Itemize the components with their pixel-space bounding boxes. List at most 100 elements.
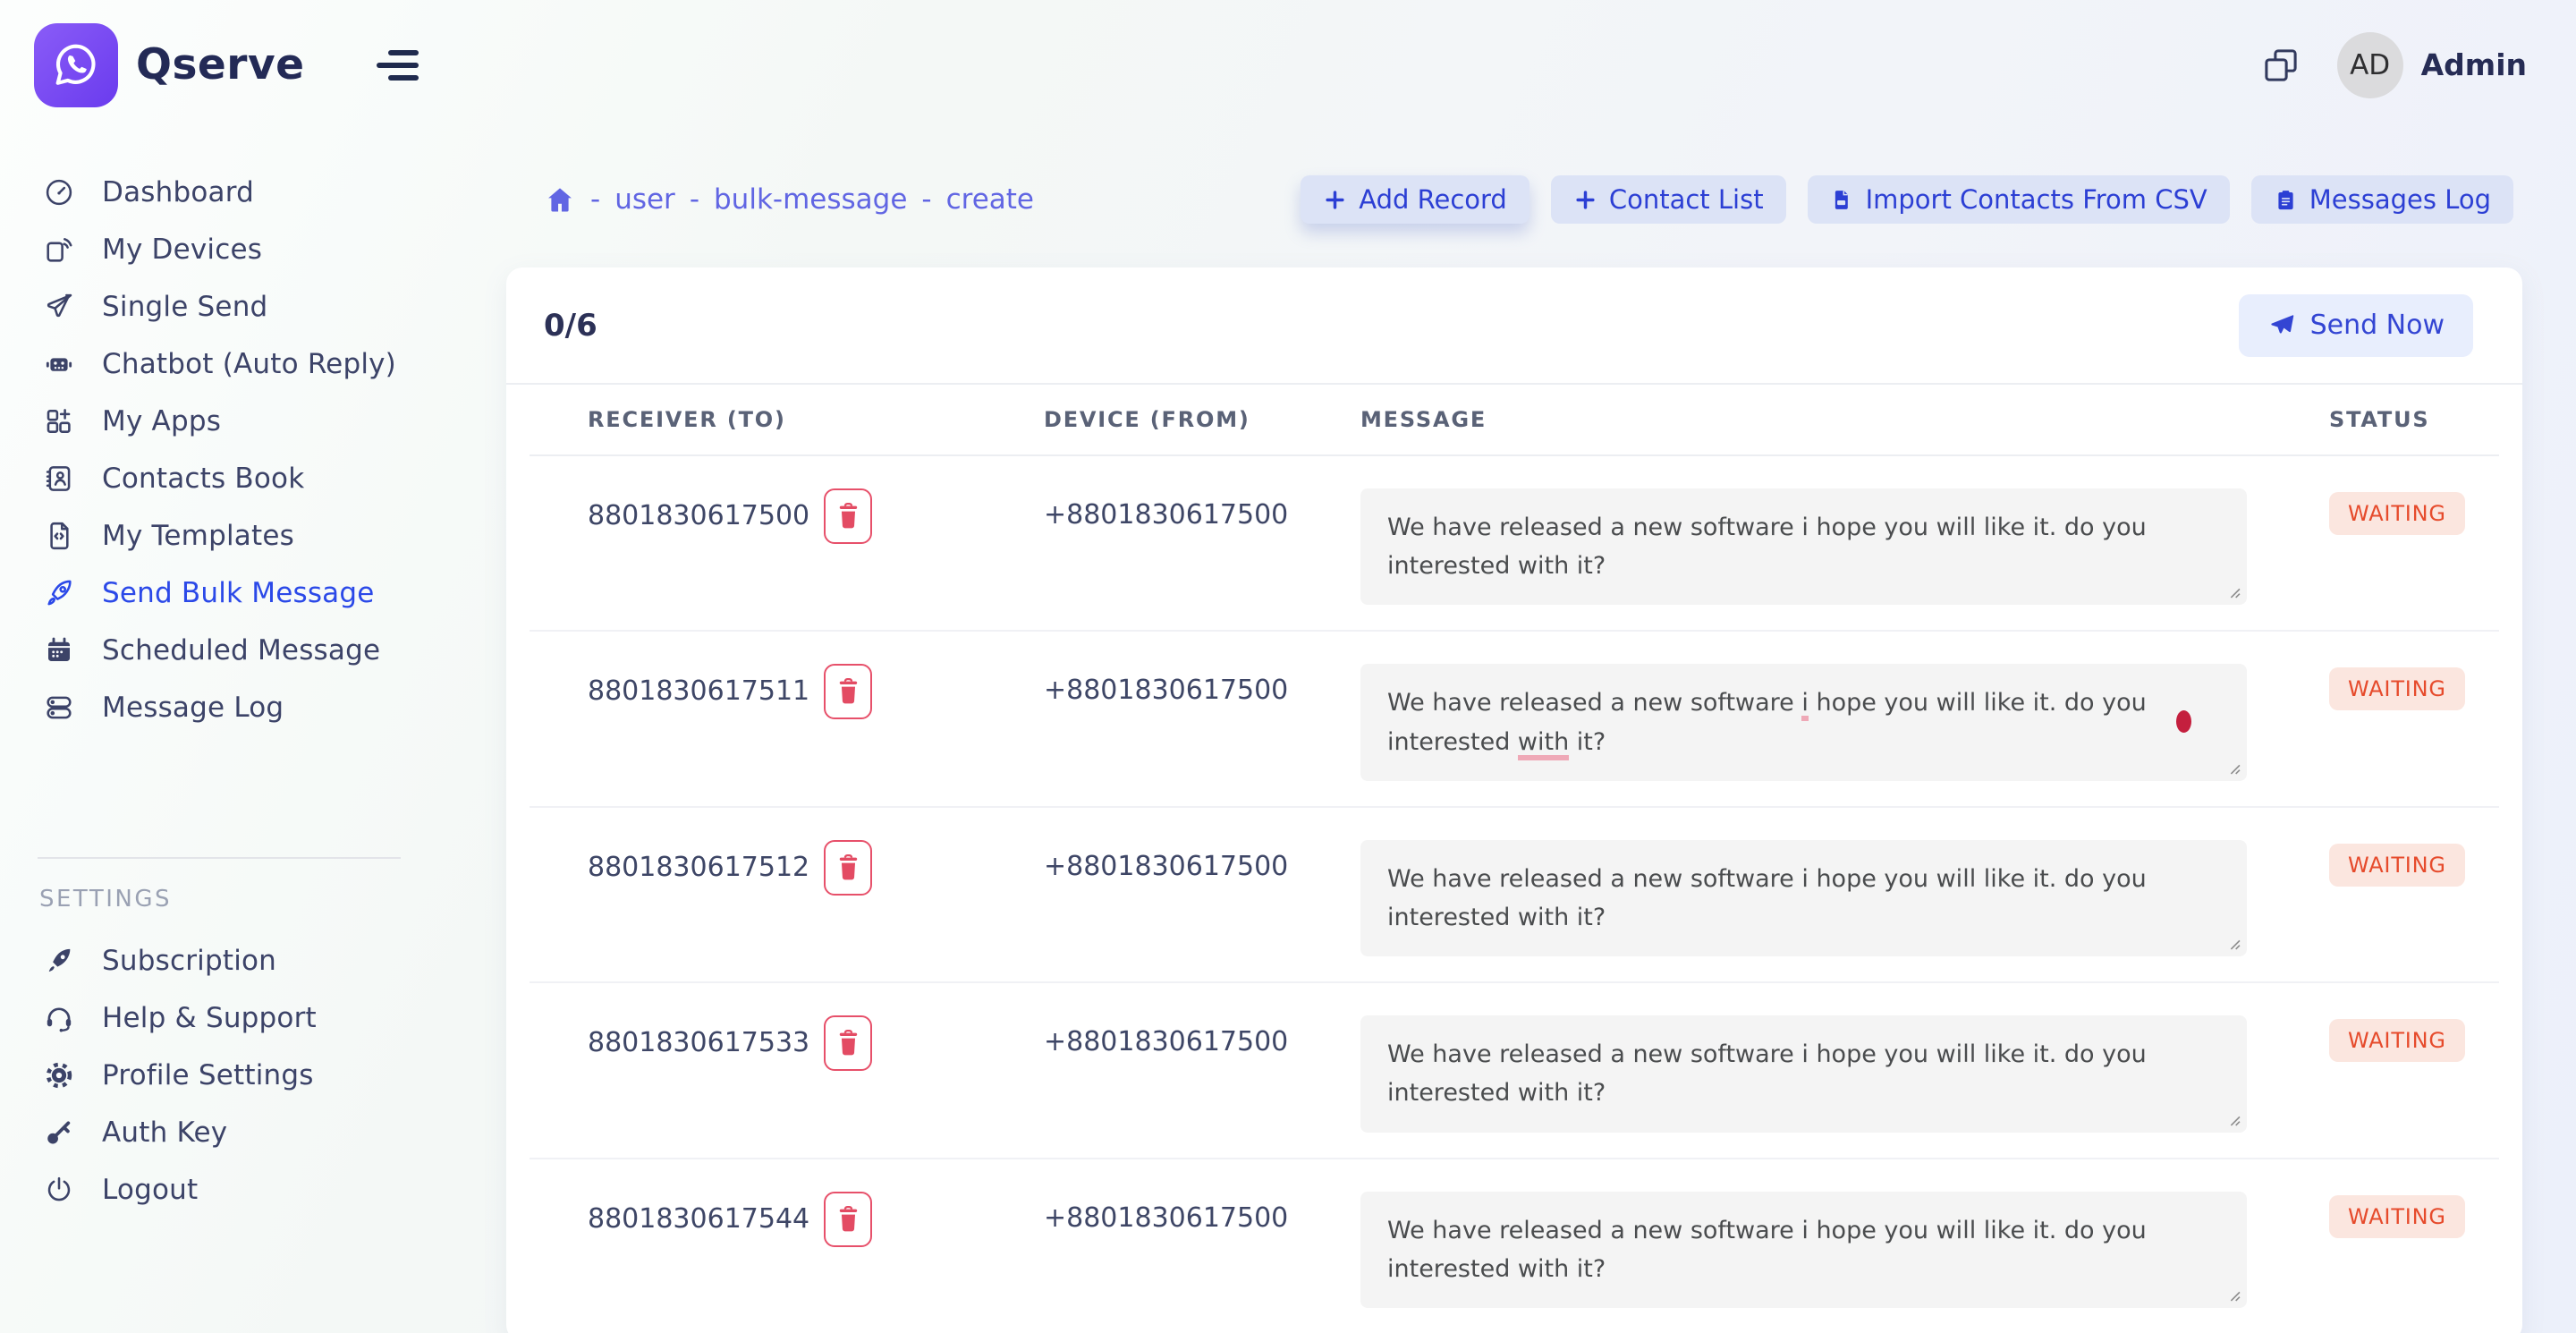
message-text: We have released a new software i hope y… (1387, 1040, 2147, 1108)
status-badge: WAITING (2329, 1194, 2465, 1238)
breadcrumb-link-create[interactable]: create (945, 183, 1034, 216)
message-textarea[interactable]: We have released a new software i hope y… (1360, 1015, 2247, 1133)
main-header: - user - bulk-message - create Add Record Con… (506, 174, 2522, 225)
send-plane-icon (2270, 314, 2293, 334)
receiver-number: 8801830617511 (588, 675, 810, 708)
table-row: 8801830617512 +8801830617500 We have rel… (530, 808, 2499, 984)
table-row: 8801830617511 +8801830617500 We have rel… (530, 632, 2499, 808)
brand: Qserve (0, 22, 438, 107)
action-buttons: Add Record Contact List Import Contacts … (1301, 175, 2513, 224)
table-row: 8801830617533 +8801830617500 We have rel… (530, 983, 2499, 1159)
overlap-squares-icon[interactable] (2260, 45, 2301, 86)
sidebar-item-single-send[interactable]: Single Send (0, 278, 438, 335)
resize-handle-icon[interactable] (2225, 1286, 2241, 1302)
receiver-number: 8801830617500 (588, 500, 810, 531)
receiver-cell: 8801830617533 (588, 1015, 1044, 1132)
body-row: Dashboard My Devices Single Send Chatbot… (0, 130, 2576, 1333)
sidebar-item-send-bulk-message[interactable]: Send Bulk Message (0, 565, 438, 622)
sidebar-divider (38, 857, 401, 859)
message-textarea[interactable]: We have released a new software i hope y… (1360, 488, 2247, 606)
delete-record-button[interactable] (824, 1015, 873, 1072)
home-icon[interactable] (544, 183, 576, 216)
table-body: 8801830617500 +8801830617500 We have rel… (530, 456, 2499, 1333)
message-textarea[interactable]: We have released a new software i hope y… (1360, 1191, 2247, 1308)
resize-handle-icon[interactable] (2225, 1111, 2241, 1126)
sidebar-item-profile-settings[interactable]: Profile Settings (0, 1047, 438, 1104)
message-textarea[interactable]: We have released a new software i hope y… (1360, 664, 2247, 781)
status-badge: WAITING (2329, 1019, 2465, 1063)
menu-toggle-button[interactable] (368, 41, 428, 89)
app-title: Qserve (136, 40, 305, 89)
contacts-icon (43, 463, 75, 495)
sidebar-nav: Dashboard My Devices Single Send Chatbot… (0, 164, 438, 736)
sidebar-item-dashboard[interactable]: Dashboard (0, 164, 438, 221)
sidebar-item-help-support[interactable]: Help & Support (0, 989, 438, 1047)
whatsapp-logo-icon (34, 22, 118, 107)
robot-icon (43, 348, 75, 380)
sidebar-item-subscription[interactable]: Subscription (0, 932, 438, 989)
sidebar-item-my-devices[interactable]: My Devices (0, 221, 438, 278)
message-cell: We have released a new software i hope y… (1360, 488, 2329, 606)
status-badge: WAITING (2329, 843, 2465, 887)
trash-icon (839, 503, 858, 529)
delete-record-button[interactable] (824, 488, 873, 544)
col-device: DEVICE (FROM) (1044, 407, 1250, 432)
trash-icon (839, 678, 858, 704)
receiver-number: 8801830617544 (588, 1202, 810, 1235)
col-receiver: RECEIVER (TO) (588, 407, 786, 432)
status-cell: WAITING (2329, 1192, 2469, 1308)
sidebar-item-my-templates[interactable]: My Templates (0, 507, 438, 565)
sidebar-item-my-apps[interactable]: My Apps (0, 393, 438, 450)
device-number: +8801830617500 (1044, 1201, 1289, 1234)
receiver-cell: 8801830617511 (588, 664, 1044, 780)
message-cell: We have released a new software i hope y… (1360, 664, 2329, 781)
add-record-button[interactable]: Add Record (1301, 175, 1530, 224)
resize-handle-icon[interactable] (2225, 935, 2241, 950)
headset-icon (43, 1002, 75, 1034)
sidebar-item-logout[interactable]: Logout (0, 1161, 438, 1218)
key-icon (43, 1116, 75, 1149)
device-number: +8801830617500 (1044, 675, 1289, 707)
breadcrumb-link-bulk-message[interactable]: bulk-message (714, 183, 908, 216)
import-contacts-from-csv-button[interactable]: Import Contacts From CSV (1807, 175, 2230, 224)
plus-icon (1323, 188, 1347, 212)
template-icon (43, 520, 75, 552)
sidebar: Dashboard My Devices Single Send Chatbot… (0, 130, 438, 1218)
resize-handle-icon[interactable] (2225, 760, 2241, 775)
breadcrumb-link-user[interactable]: user (614, 183, 675, 216)
col-status: STATUS (2329, 407, 2430, 432)
user-name: Admin (2420, 47, 2527, 82)
clipboard-icon (2274, 188, 2298, 212)
send-now-button[interactable]: Send Now (2238, 293, 2473, 357)
delete-record-button[interactable] (824, 664, 873, 720)
message-cell: We have released a new software i hope y… (1360, 839, 2329, 957)
sidebar-item-scheduled-message[interactable]: Scheduled Message (0, 622, 438, 679)
message-text: We have released a new software i hope y… (1387, 864, 2147, 931)
contact-list-button[interactable]: Contact List (1550, 175, 1786, 224)
trash-icon (839, 853, 858, 880)
sidebar-item-message-log[interactable]: Message Log (0, 679, 438, 736)
message-textarea[interactable]: We have released a new software i hope y… (1360, 839, 2247, 957)
apps-icon (43, 405, 75, 437)
delete-record-button[interactable] (824, 839, 873, 896)
sidebar-item-auth-key[interactable]: Auth Key (0, 1104, 438, 1161)
receiver-number: 8801830617533 (588, 1027, 810, 1059)
gauge-icon (43, 176, 75, 208)
resize-handle-icon[interactable] (2225, 583, 2241, 599)
delete-record-button[interactable] (824, 1191, 873, 1247)
receiver-number: 8801830617512 (588, 851, 810, 883)
send-now-label: Send Now (2309, 310, 2445, 341)
power-icon (43, 1174, 75, 1206)
user-menu[interactable]: AD Admin (2336, 31, 2527, 98)
device-number: +8801830617500 (1044, 850, 1289, 882)
device-icon (43, 233, 75, 266)
status-badge: WAITING (2329, 667, 2465, 711)
progress-counter: 0/6 (544, 307, 597, 344)
sidebar-item-chatbot-auto-reply[interactable]: Chatbot (Auto Reply) (0, 335, 438, 393)
messages-log-button[interactable]: Messages Log (2250, 175, 2513, 224)
device-cell: +8801830617500 (1044, 840, 1360, 956)
sidebar-item-contacts-book[interactable]: Contacts Book (0, 450, 438, 507)
toggles-icon (43, 692, 75, 724)
receiver-cell: 8801830617544 (588, 1191, 1044, 1308)
status-cell: WAITING (2329, 840, 2469, 956)
